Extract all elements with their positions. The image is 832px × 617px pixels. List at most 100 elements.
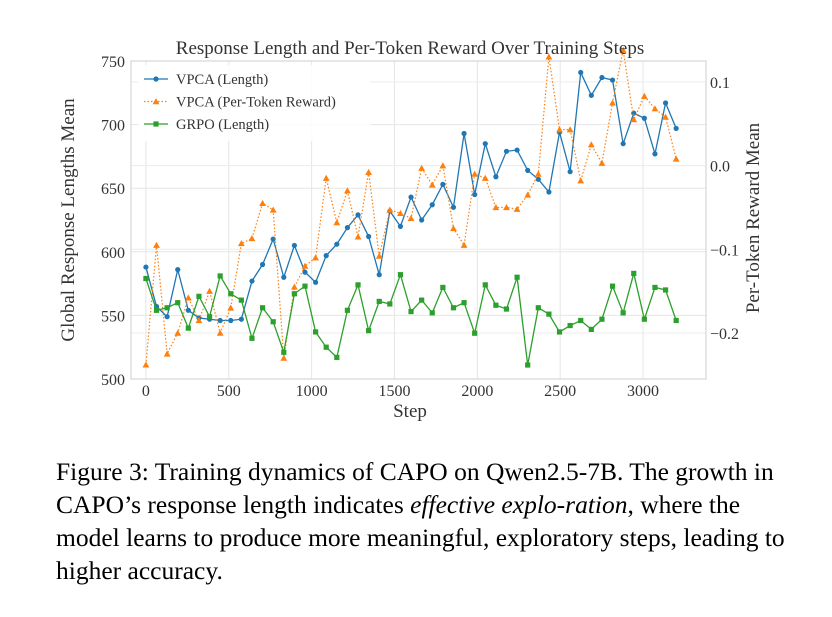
data-point [322, 174, 330, 181]
data-point [472, 330, 478, 336]
data-point [312, 279, 319, 285]
legend-marker [153, 121, 159, 127]
data-point [439, 162, 447, 169]
figure-caption: Figure 3: Training dynamics of CAPO on Q… [56, 455, 786, 587]
data-point [365, 168, 373, 176]
data-point [609, 99, 616, 106]
x-axis-label: Step [393, 401, 427, 422]
data-point [259, 305, 266, 311]
data-point [397, 223, 404, 229]
data-point [153, 241, 160, 248]
data-point [578, 69, 584, 76]
data-point [228, 291, 234, 297]
data-point [238, 316, 244, 322]
data-point [525, 362, 531, 368]
data-point [366, 328, 372, 334]
series-vpca-reward [142, 46, 680, 368]
data-point [323, 344, 329, 350]
caption-text-end: , where the model learns to produce more… [56, 490, 785, 585]
data-point [355, 212, 361, 218]
data-point [291, 291, 297, 297]
x-tick-label: 3000 [627, 383, 659, 400]
data-point [599, 74, 605, 81]
data-point [408, 308, 414, 315]
data-point [217, 273, 223, 279]
data-point [620, 141, 626, 147]
data-point [577, 177, 585, 184]
data-point [662, 287, 669, 293]
data-point [503, 306, 510, 312]
data-point [249, 335, 255, 341]
data-point [546, 311, 552, 317]
legend-label: VPCA (Per-Token Reward) [176, 95, 336, 111]
data-point [354, 233, 362, 240]
data-point [598, 159, 606, 166]
data-point [206, 314, 213, 320]
data-point [344, 307, 351, 313]
data-point [419, 217, 425, 223]
data-point [184, 294, 192, 301]
series-layer [142, 46, 680, 368]
legend-marker [153, 76, 159, 82]
data-point [641, 316, 647, 322]
data-point [503, 204, 510, 211]
x-tick-label: 0 [142, 383, 150, 400]
data-point [397, 272, 404, 278]
data-point [609, 77, 616, 83]
data-point [641, 115, 647, 121]
data-point [450, 224, 457, 232]
y-axis-right-label: Per-Token Reward Mean [743, 122, 764, 313]
data-point [291, 242, 297, 249]
data-point [175, 267, 181, 273]
data-point [429, 202, 435, 208]
data-point [375, 252, 383, 259]
x-tick-label: 2500 [544, 383, 576, 400]
data-point [248, 235, 256, 242]
data-point [376, 272, 382, 278]
data-point [556, 329, 563, 335]
data-point [630, 116, 638, 123]
data-point [312, 329, 319, 335]
y-right-tick-label: −0.2 [710, 326, 739, 343]
data-point [493, 174, 499, 180]
data-point [344, 187, 351, 194]
data-point [513, 205, 521, 212]
data-point [143, 275, 149, 282]
data-point [673, 125, 679, 132]
legend-item: VPCA (Length) [144, 72, 268, 88]
data-point [640, 92, 648, 99]
data-point [429, 310, 435, 316]
x-tick-label: 500 [217, 383, 241, 400]
y-left-tick-label: 600 [101, 245, 125, 262]
y-left-tick-label: 500 [101, 372, 125, 389]
data-point [619, 46, 627, 53]
data-point [334, 354, 340, 360]
data-point [259, 261, 266, 268]
plot-frame [130, 60, 707, 380]
data-point [397, 209, 404, 217]
data-point [609, 283, 616, 289]
data-point [153, 307, 160, 313]
data-point [270, 236, 276, 242]
data-point [270, 319, 276, 325]
data-point [587, 141, 595, 148]
data-point [334, 241, 340, 247]
data-point [143, 264, 149, 270]
data-point [175, 300, 181, 306]
data-point [355, 282, 361, 288]
data-point [419, 297, 425, 303]
data-point [259, 199, 266, 206]
data-point [301, 262, 309, 269]
caption-text: Figure 3: Training dynamics of CAPO on Q… [56, 457, 774, 519]
data-point [567, 169, 573, 175]
series-vpca-length [143, 69, 679, 324]
data-point [482, 282, 488, 288]
y-axis-left-label: Global Response Lengths Mean [58, 98, 79, 342]
y-right-tick-label: 0.0 [710, 159, 730, 176]
data-point [651, 105, 659, 112]
x-tick-label: 2000 [461, 383, 493, 400]
data-point [164, 314, 170, 320]
data-point [366, 233, 372, 240]
series-grpo-length [143, 270, 679, 368]
legend-box [138, 65, 370, 141]
